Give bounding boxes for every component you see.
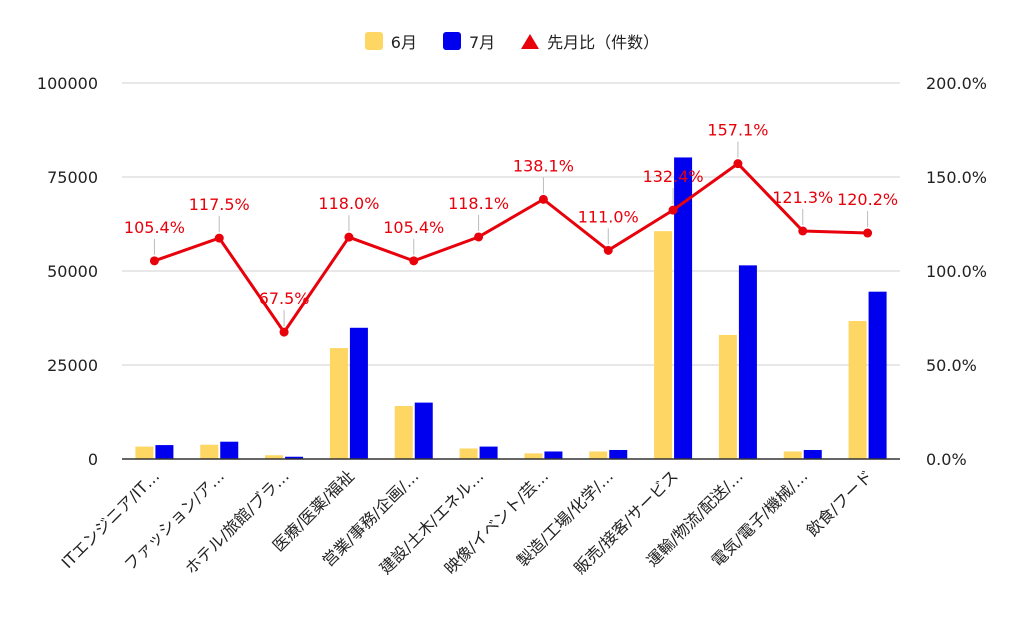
- bar-june: [654, 231, 673, 459]
- x-tick-label: 飲食/フード: [803, 466, 877, 540]
- ratio-data-label: 132.4%: [643, 167, 704, 186]
- y-left-tick-label: 50000: [47, 262, 98, 281]
- y-left-tick-label: 25000: [47, 356, 98, 375]
- ratio-line: [153, 162, 868, 334]
- ratio-point: [279, 327, 289, 337]
- ratio-data-label: 118.0%: [318, 194, 379, 213]
- legend-label-june: 6月: [390, 33, 417, 52]
- y-right-tick-label: 100.0%: [926, 262, 987, 281]
- legend-label-ratio: 先月比（件数）: [547, 33, 660, 52]
- bar-july: [868, 291, 887, 459]
- bar-july: [738, 265, 757, 459]
- ratio-point: [474, 232, 484, 242]
- bar-july: [544, 451, 563, 459]
- bar-june: [783, 451, 802, 459]
- bar-june: [589, 451, 608, 459]
- y-left-tick-label: 75000: [47, 168, 98, 187]
- y-left-tick-label: 0: [88, 450, 98, 469]
- bar-june: [848, 321, 867, 459]
- ratio-data-label: 117.5%: [189, 195, 250, 214]
- bar-june: [200, 444, 219, 459]
- ratio-point: [344, 232, 354, 242]
- bar-july: [349, 327, 368, 459]
- bar-july: [803, 449, 822, 459]
- ratio-data-label: 105.4%: [124, 218, 185, 237]
- ratio-point: [733, 159, 743, 169]
- legend-item-july[interactable]: 7月: [442, 29, 496, 53]
- bar-july: [674, 157, 693, 459]
- y-right-tick-label: 0.0%: [926, 450, 967, 469]
- ratio-data-label: 118.1%: [448, 194, 509, 213]
- legend-swatch-july: [442, 32, 461, 50]
- ratio-data-label: 111.0%: [578, 207, 639, 226]
- ratio-point: [798, 226, 808, 236]
- ratio-point: [409, 256, 419, 266]
- legend-item-june[interactable]: 6月: [364, 29, 417, 53]
- bar-june: [524, 453, 543, 459]
- ratio-data-label: 120.2%: [837, 190, 898, 209]
- y-right-tick-label: 50.0%: [926, 356, 977, 375]
- ratio-data-label: 121.3%: [772, 188, 833, 207]
- ratio-point: [149, 256, 159, 266]
- ratio-point: [668, 205, 678, 215]
- ratio-point: [538, 194, 548, 204]
- legend: 6月 7月 先月比（件数）: [0, 26, 1024, 56]
- bar-june: [135, 446, 154, 459]
- bar-june: [459, 448, 478, 459]
- ratio-point: [863, 228, 873, 238]
- bar-july: [285, 456, 304, 459]
- bar-july: [220, 441, 239, 459]
- bar-june: [265, 455, 284, 459]
- legend-swatch-june: [364, 32, 383, 50]
- y-right-tick-label: 200.0%: [926, 74, 987, 93]
- legend-triangle-icon: [521, 33, 540, 49]
- bar-july: [609, 449, 628, 459]
- ratio-point: [214, 233, 224, 243]
- bar-june: [718, 334, 737, 459]
- legend-label-july: 7月: [468, 33, 496, 52]
- ratio-data-label: 105.4%: [383, 218, 444, 237]
- y-left-tick-label: 100000: [37, 74, 98, 93]
- ratio-data-label: 67.5%: [259, 289, 310, 308]
- bar-june: [329, 348, 348, 459]
- y-right-tick-label: 150.0%: [926, 168, 987, 187]
- bar-july: [479, 446, 498, 459]
- bar-july: [414, 402, 433, 459]
- legend-item-ratio[interactable]: 先月比（件数）: [521, 29, 659, 53]
- bar-july: [155, 445, 174, 459]
- ratio-point: [603, 245, 613, 255]
- ratio-data-label: 138.1%: [513, 156, 574, 175]
- bar-june: [394, 405, 413, 459]
- ratio-data-label: 157.1%: [707, 121, 768, 140]
